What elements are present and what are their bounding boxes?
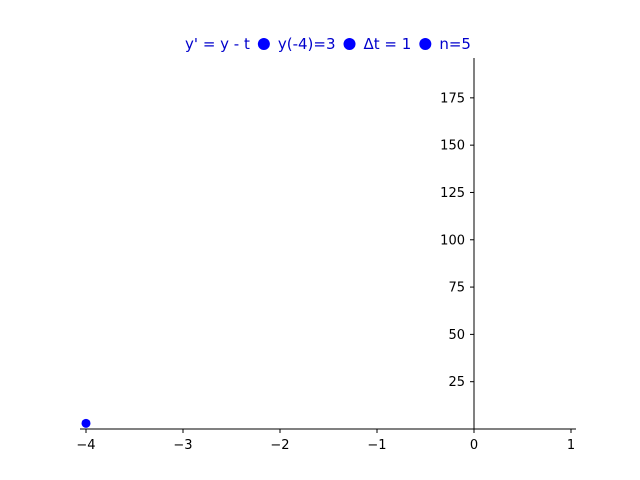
data-point xyxy=(81,418,91,428)
title-part: n=5 xyxy=(439,35,471,53)
title-part: y' = y - t xyxy=(185,35,250,53)
x-tick-label: 1 xyxy=(567,438,575,453)
y-tick-label: 125 xyxy=(440,186,465,201)
x-tick-label: −2 xyxy=(270,438,289,453)
title-separator-dot xyxy=(343,38,356,50)
x-tick-label: −4 xyxy=(76,438,95,453)
x-tick-label: −3 xyxy=(173,438,192,453)
y-tick-label: 150 xyxy=(440,139,465,154)
y-tick-label: 25 xyxy=(448,375,465,390)
x-tick-label: −1 xyxy=(367,438,386,453)
title-part: Δt = 1 xyxy=(364,35,412,53)
chart-title: y' = y - t y(-4)=3 Δt = 1 n=5 xyxy=(185,35,471,53)
title-part: y(-4)=3 xyxy=(278,35,336,53)
title-separator-dot xyxy=(419,38,432,50)
y-tick-label: 75 xyxy=(448,281,465,296)
y-tick-label: 100 xyxy=(440,233,465,248)
title-separator-dot xyxy=(257,38,270,50)
y-tick-label: 175 xyxy=(440,91,465,106)
y-tick-label: 50 xyxy=(448,328,465,343)
data-points xyxy=(81,418,91,428)
x-tick-label: 0 xyxy=(470,438,478,453)
